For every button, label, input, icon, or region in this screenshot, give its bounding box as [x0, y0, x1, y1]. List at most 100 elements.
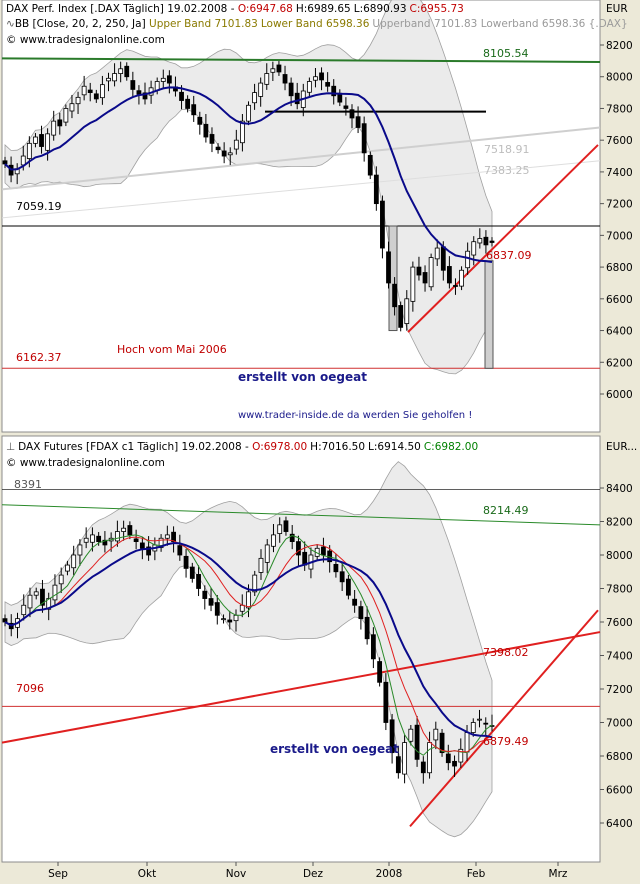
- x-tick-label: Okt: [138, 868, 156, 880]
- candle-body: [239, 604, 245, 612]
- candle-body: [414, 724, 420, 760]
- candle-body: [402, 742, 407, 775]
- candle-body: [246, 104, 251, 122]
- y-tick-label: 6800: [606, 751, 633, 763]
- candle-body: [2, 618, 8, 623]
- panel1-close: C:6955.73: [410, 3, 464, 15]
- candle-body: [321, 546, 326, 556]
- candle-body: [282, 74, 288, 84]
- candle-body: [433, 728, 439, 741]
- candle-body: [160, 77, 166, 82]
- bb-icon: ∿: [6, 18, 15, 30]
- candle-body: [77, 544, 83, 556]
- candle-body: [349, 109, 355, 119]
- candle-body: [139, 542, 145, 549]
- ma-blue: [4, 86, 493, 263]
- candle-body: [46, 598, 52, 610]
- candle-body: [294, 92, 300, 105]
- candle-body: [352, 598, 358, 606]
- candle-body: [306, 81, 312, 93]
- panel1-unit: EUR: [606, 3, 628, 15]
- candle-body: [83, 537, 89, 543]
- label-7398: 7398.02: [483, 646, 529, 659]
- y-tick-label: 7800: [606, 584, 633, 596]
- candle-body: [183, 555, 189, 569]
- candle-body: [264, 544, 270, 563]
- y-tick-label: 6800: [606, 262, 633, 274]
- panel2-reference-lines: [1, 489, 601, 828]
- red-trend-long: [1, 631, 601, 744]
- y-tick-label: 7600: [606, 617, 633, 629]
- panel1-bb-tail: Upperband 7101.83 Lowerband 6598.36 {.DA…: [372, 18, 627, 30]
- candle-body: [127, 525, 133, 536]
- y-tick-label: 8200: [606, 40, 633, 52]
- x-tick-label: Nov: [226, 868, 247, 880]
- candle-body: [52, 584, 58, 601]
- y-tick-label: 7400: [606, 651, 633, 663]
- candle-body: [93, 93, 99, 100]
- candle-body: [343, 105, 349, 109]
- candle-body: [133, 538, 139, 542]
- y-tick-label: 6200: [606, 357, 633, 369]
- ma-green: [4, 534, 493, 756]
- candle-body: [395, 756, 401, 774]
- candle-body: [202, 590, 208, 599]
- candle-body: [427, 742, 432, 774]
- label-hoch: Hoch vom Mai 2006: [117, 343, 227, 356]
- candle-body: [416, 266, 422, 276]
- candle-body: [106, 77, 111, 82]
- panel2-candles: [2, 516, 495, 784]
- candle-body: [452, 760, 457, 767]
- panel2-open: O:6978.00: [252, 441, 307, 453]
- candle-body: [112, 73, 117, 82]
- candle-body: [26, 142, 32, 159]
- candle-body: [289, 533, 295, 542]
- candle-body: [386, 251, 391, 284]
- y-tick-label: 7000: [606, 718, 633, 730]
- candle-body: [319, 72, 324, 81]
- candle-body: [339, 571, 345, 583]
- candle-body: [90, 534, 95, 543]
- candle-body: [209, 134, 215, 144]
- panel2-low: L:6914.50: [368, 441, 421, 453]
- candle-body: [146, 546, 152, 556]
- candle-body: [96, 535, 102, 542]
- y-tick-label: 7400: [606, 167, 633, 179]
- panel1-copyright: © www.tradesignalonline.com: [6, 34, 165, 46]
- candle-body: [383, 681, 389, 723]
- candle-body: [45, 133, 51, 151]
- candle-body: [428, 257, 434, 288]
- candle-body: [470, 722, 476, 733]
- candle-body: [100, 84, 105, 99]
- candle-body: [40, 588, 45, 606]
- candle-body: [58, 574, 64, 585]
- x-tick-label: Mrz: [549, 868, 568, 880]
- candle-body: [69, 103, 75, 112]
- candle-body: [221, 150, 227, 157]
- gap-box-2: [484, 260, 494, 369]
- candle-body: [189, 566, 195, 579]
- candle-body: [276, 64, 282, 73]
- panel2-copyright: © www.tradesignalonline.com: [6, 457, 165, 469]
- candle-body: [439, 732, 445, 754]
- candle-body: [57, 119, 63, 127]
- y-tick-label: 7200: [606, 199, 633, 211]
- candle-body: [87, 89, 93, 93]
- candle-body: [240, 120, 245, 144]
- panel1-y-axis: 6000 6200 6400 6600 6800 7000 7200 7400 7600 7800…: [599, 0, 633, 432]
- candle-body: [422, 272, 428, 284]
- candle-body: [367, 155, 373, 176]
- candle-body: [196, 574, 201, 589]
- label-8214: 8214.49: [483, 504, 529, 517]
- candle-body: [445, 753, 451, 764]
- candle-body: [214, 602, 220, 616]
- candle-body: [71, 554, 77, 569]
- y-tick-label: 6000: [606, 389, 633, 401]
- ma-red: [4, 536, 493, 753]
- grey-trend-2: [1, 160, 601, 219]
- panel1-moving-average: [4, 86, 493, 263]
- candle-body: [264, 73, 270, 85]
- candle-body: [33, 591, 39, 596]
- candle-body: [398, 305, 404, 328]
- candle-body: [483, 722, 489, 725]
